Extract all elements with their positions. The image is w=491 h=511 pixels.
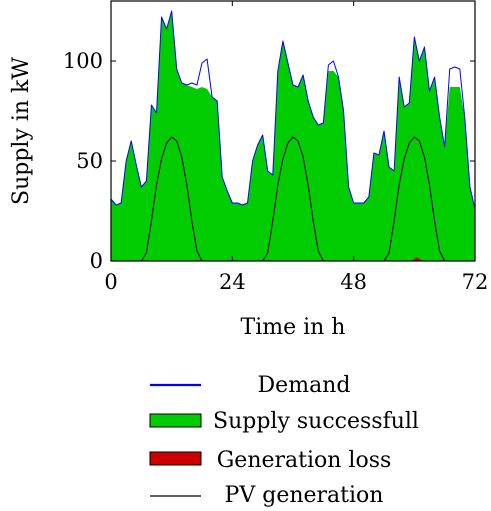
y-tick-label: 0 bbox=[90, 249, 103, 273]
plot-series bbox=[110, 10, 476, 262]
legend-label-pv: PV generation bbox=[225, 483, 384, 508]
x-tick-label: 24 bbox=[219, 270, 246, 294]
legend-label-supply: Supply successfull bbox=[213, 409, 419, 434]
x-axis-title: Time in h bbox=[241, 315, 346, 340]
x-tick-label: 48 bbox=[340, 270, 367, 294]
y-axis-title: Supply in kW bbox=[9, 57, 34, 205]
series-pv-line bbox=[111, 136, 475, 262]
series-supply-area bbox=[111, 11, 475, 261]
x-tick-label: 72 bbox=[462, 270, 489, 294]
series-demand-line bbox=[110, 10, 476, 210]
y-tick-label: 100 bbox=[63, 49, 103, 73]
legend: Demand Supply successfull Generation los… bbox=[149, 373, 419, 508]
legend-label-demand: Demand bbox=[258, 373, 351, 398]
legend-swatch-supply bbox=[149, 413, 202, 428]
y-tick-label: 50 bbox=[76, 149, 103, 173]
legend-label-loss: Generation loss bbox=[217, 448, 392, 473]
plot-frame bbox=[110, 0, 476, 262]
x-ticks: 0 24 48 72 bbox=[104, 1, 488, 294]
legend-swatch-loss bbox=[149, 451, 202, 466]
x-tick-label: 0 bbox=[104, 270, 117, 294]
y-ticks: 0 50 100 bbox=[63, 49, 475, 273]
